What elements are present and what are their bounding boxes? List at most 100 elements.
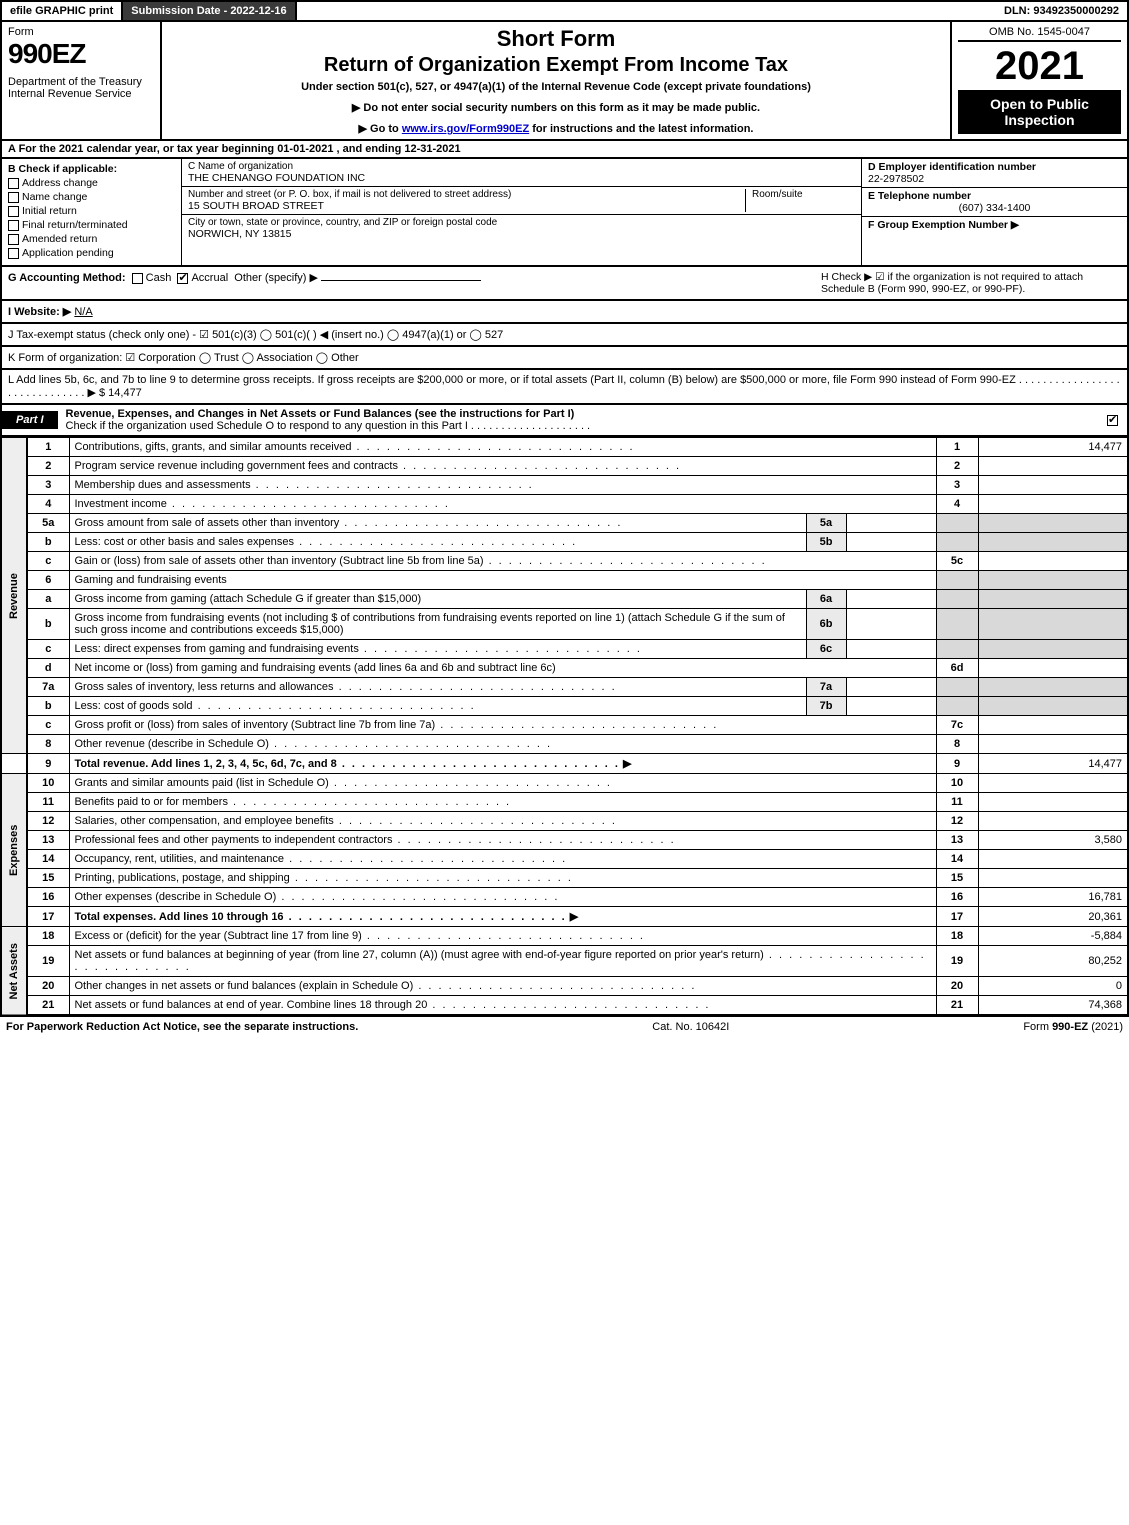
line-text: Other revenue (describe in Schedule O) xyxy=(69,735,936,754)
line-rnum: 7c xyxy=(936,716,978,735)
line-amt: 16,781 xyxy=(978,888,1128,907)
entity-info-grid: B Check if applicable: Address change Na… xyxy=(0,159,1129,267)
line-amt xyxy=(978,735,1128,754)
submission-date-label: Submission Date - 2022-12-16 xyxy=(123,2,296,20)
line-num: 17 xyxy=(27,907,69,927)
group-exemption-cell: F Group Exemption Number ▶ xyxy=(862,217,1127,233)
table-row: 6Gaming and fundraising events xyxy=(1,571,1128,590)
sub-val xyxy=(846,678,936,697)
sub-val xyxy=(846,697,936,716)
line-text: Membership dues and assessments xyxy=(69,476,936,495)
chk-address-change[interactable]: Address change xyxy=(8,177,175,189)
line-text: Printing, publications, postage, and shi… xyxy=(69,869,936,888)
line-amt xyxy=(978,697,1128,716)
line-amt xyxy=(978,640,1128,659)
topbar-spacer xyxy=(297,2,996,20)
form-header: Form 990EZ Department of the Treasury In… xyxy=(0,22,1129,141)
line-rnum: 19 xyxy=(936,946,978,977)
other-specify-input[interactable] xyxy=(321,280,481,281)
spacer-cell xyxy=(1,754,27,774)
line-text: Grants and similar amounts paid (list in… xyxy=(69,774,936,793)
col-c-org-info: C Name of organization THE CHENANGO FOUN… xyxy=(182,159,862,265)
chk-address-change-label: Address change xyxy=(22,177,98,189)
line-text: Gross sales of inventory, less returns a… xyxy=(69,678,806,697)
line-amt xyxy=(978,774,1128,793)
phone-value: (607) 334-1400 xyxy=(868,202,1121,214)
city-label: City or town, state or province, country… xyxy=(188,217,855,228)
line-text: Gross income from fundraising events (no… xyxy=(69,609,806,640)
department-label: Department of the Treasury Internal Reve… xyxy=(8,76,154,100)
chk-cash[interactable] xyxy=(132,273,143,284)
subtitle: Under section 501(c), 527, or 4947(a)(1)… xyxy=(170,81,942,93)
table-row: 12Salaries, other compensation, and empl… xyxy=(1,812,1128,831)
line-amt: -5,884 xyxy=(978,927,1128,946)
row-l-text: L Add lines 5b, 6c, and 7b to line 9 to … xyxy=(8,374,1120,399)
cash-label: Cash xyxy=(146,272,172,284)
line-rnum: 9 xyxy=(936,754,978,774)
efile-print-label[interactable]: efile GRAPHIC print xyxy=(2,2,123,20)
part1-schedule-o-check[interactable] xyxy=(1101,411,1127,429)
sub-num: 6a xyxy=(806,590,846,609)
table-row: cGain or (loss) from sale of assets othe… xyxy=(1,552,1128,571)
chk-initial-return[interactable]: Initial return xyxy=(8,205,175,217)
footer-right-post: (2021) xyxy=(1088,1021,1123,1033)
line-amt xyxy=(978,678,1128,697)
line-rnum: 3 xyxy=(936,476,978,495)
line-amt xyxy=(978,533,1128,552)
chk-amended-return-label: Amended return xyxy=(22,233,97,245)
chk-application-pending[interactable]: Application pending xyxy=(8,247,175,259)
line-num: 10 xyxy=(27,774,69,793)
line-rnum: 12 xyxy=(936,812,978,831)
row-j: J Tax-exempt status (check only one) - ☑… xyxy=(0,324,1129,347)
chk-name-change[interactable]: Name change xyxy=(8,191,175,203)
footer-right-pre: Form xyxy=(1023,1021,1052,1033)
line-amt xyxy=(978,590,1128,609)
line-num: 9 xyxy=(27,754,69,774)
line-num: b xyxy=(27,533,69,552)
line-num: 16 xyxy=(27,888,69,907)
chk-accrual[interactable] xyxy=(177,273,188,284)
goto-post: for instructions and the latest informat… xyxy=(529,123,753,135)
table-row: cLess: direct expenses from gaming and f… xyxy=(1,640,1128,659)
line-text: Professional fees and other payments to … xyxy=(69,831,936,850)
line-text: Investment income xyxy=(69,495,936,514)
chk-amended-return[interactable]: Amended return xyxy=(8,233,175,245)
line-num: c xyxy=(27,640,69,659)
line-text: Total revenue. Add lines 1, 2, 3, 4, 5c,… xyxy=(69,754,936,774)
ein-value: 22-2978502 xyxy=(868,173,1121,185)
netassets-vlabel: Net Assets xyxy=(1,927,27,1016)
line-amt xyxy=(978,552,1128,571)
col-b-checkboxes: B Check if applicable: Address change Na… xyxy=(2,159,182,265)
table-row: Expenses 10Grants and similar amounts pa… xyxy=(1,774,1128,793)
row-g-h: G Accounting Method: Cash Accrual Other … xyxy=(0,267,1129,301)
city-value: NORWICH, NY 13815 xyxy=(188,228,855,240)
line-text: Less: direct expenses from gaming and fu… xyxy=(69,640,806,659)
return-title: Return of Organization Exempt From Incom… xyxy=(170,54,942,77)
org-address-cell: Number and street (or P. O. box, if mail… xyxy=(182,187,861,215)
chk-final-return[interactable]: Final return/terminated xyxy=(8,219,175,231)
footer-right-form: 990-EZ xyxy=(1052,1021,1088,1033)
sub-val xyxy=(846,533,936,552)
line-amt: 3,580 xyxy=(978,831,1128,850)
expenses-vlabel: Expenses xyxy=(1,774,27,927)
table-row: aGross income from gaming (attach Schedu… xyxy=(1,590,1128,609)
line-rnum: 4 xyxy=(936,495,978,514)
line-amt xyxy=(978,495,1128,514)
line-num: 15 xyxy=(27,869,69,888)
line-rnum xyxy=(936,533,978,552)
sub-val xyxy=(846,590,936,609)
chk-name-change-label: Name change xyxy=(22,191,87,203)
col-b-label: B Check if applicable: xyxy=(8,163,175,175)
row-k: K Form of organization: ☑ Corporation ◯ … xyxy=(0,347,1129,370)
line-amt xyxy=(978,793,1128,812)
line-rnum: 13 xyxy=(936,831,978,850)
line-amt xyxy=(978,659,1128,678)
line-text: Total expenses. Add lines 10 through 16 … xyxy=(69,907,936,927)
line-rnum xyxy=(936,697,978,716)
part1-tab: Part I xyxy=(2,411,58,429)
line-num: a xyxy=(27,590,69,609)
line-rnum: 8 xyxy=(936,735,978,754)
part1-table: Revenue 1 Contributions, gifts, grants, … xyxy=(0,437,1129,1016)
irs-link[interactable]: www.irs.gov/Form990EZ xyxy=(402,123,529,135)
table-row: 3Membership dues and assessments3 xyxy=(1,476,1128,495)
